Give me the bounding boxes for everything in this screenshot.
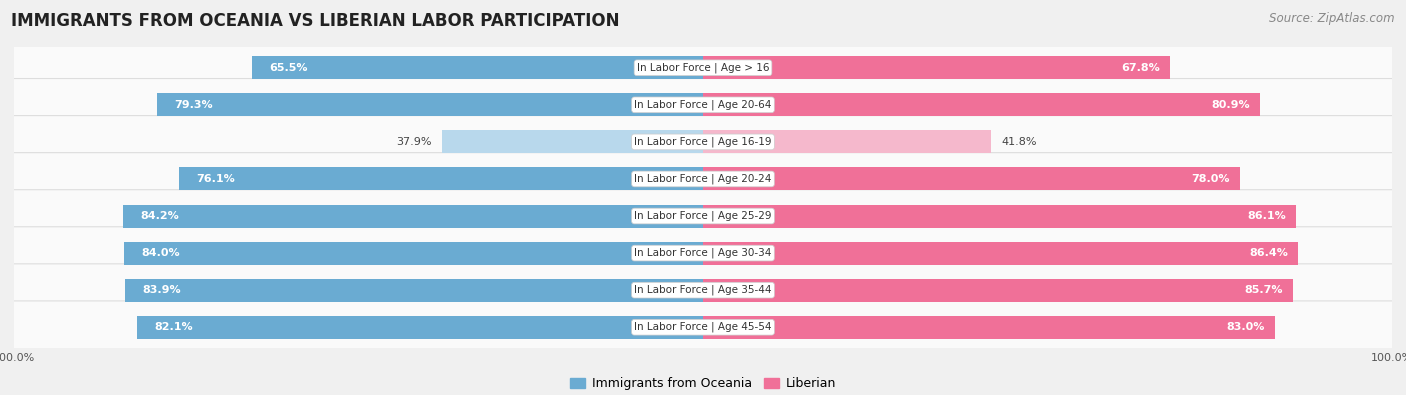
FancyBboxPatch shape xyxy=(8,190,1398,243)
Text: In Labor Force | Age 20-24: In Labor Force | Age 20-24 xyxy=(634,174,772,184)
Text: 85.7%: 85.7% xyxy=(1244,285,1284,295)
FancyBboxPatch shape xyxy=(8,152,1398,205)
FancyBboxPatch shape xyxy=(8,79,1398,131)
Text: 67.8%: 67.8% xyxy=(1121,63,1160,73)
Bar xyxy=(703,167,1240,190)
Text: 37.9%: 37.9% xyxy=(396,137,432,147)
Text: 84.2%: 84.2% xyxy=(141,211,179,221)
Text: 86.1%: 86.1% xyxy=(1247,211,1286,221)
Bar xyxy=(703,242,1298,265)
Text: In Labor Force | Age 25-29: In Labor Force | Age 25-29 xyxy=(634,211,772,221)
FancyBboxPatch shape xyxy=(8,116,1398,168)
Text: In Labor Force | Age > 16: In Labor Force | Age > 16 xyxy=(637,62,769,73)
Text: In Labor Force | Age 45-54: In Labor Force | Age 45-54 xyxy=(634,322,772,333)
Bar xyxy=(703,93,1260,117)
Text: 82.1%: 82.1% xyxy=(155,322,193,332)
Text: IMMIGRANTS FROM OCEANIA VS LIBERIAN LABOR PARTICIPATION: IMMIGRANTS FROM OCEANIA VS LIBERIAN LABO… xyxy=(11,12,620,30)
FancyBboxPatch shape xyxy=(8,264,1398,316)
Text: 83.9%: 83.9% xyxy=(142,285,181,295)
Bar xyxy=(124,242,703,265)
Bar xyxy=(703,56,1170,79)
Bar xyxy=(138,316,703,339)
FancyBboxPatch shape xyxy=(8,301,1398,354)
Text: In Labor Force | Age 35-44: In Labor Force | Age 35-44 xyxy=(634,285,772,295)
Text: In Labor Force | Age 20-64: In Labor Force | Age 20-64 xyxy=(634,100,772,110)
Bar xyxy=(703,205,1296,228)
Text: 78.0%: 78.0% xyxy=(1191,174,1230,184)
Text: 84.0%: 84.0% xyxy=(142,248,180,258)
Text: 41.8%: 41.8% xyxy=(1001,137,1036,147)
Bar xyxy=(441,130,703,153)
Legend: Immigrants from Oceania, Liberian: Immigrants from Oceania, Liberian xyxy=(565,372,841,395)
Bar xyxy=(703,278,1294,302)
Text: 86.4%: 86.4% xyxy=(1249,248,1288,258)
Text: In Labor Force | Age 30-34: In Labor Force | Age 30-34 xyxy=(634,248,772,258)
FancyBboxPatch shape xyxy=(8,227,1398,279)
Bar xyxy=(125,278,703,302)
Text: 76.1%: 76.1% xyxy=(195,174,235,184)
Bar xyxy=(252,56,703,79)
Bar xyxy=(156,93,703,117)
Bar xyxy=(703,316,1275,339)
Text: In Labor Force | Age 16-19: In Labor Force | Age 16-19 xyxy=(634,137,772,147)
Text: 79.3%: 79.3% xyxy=(174,100,212,110)
Text: 83.0%: 83.0% xyxy=(1226,322,1264,332)
Bar xyxy=(122,205,703,228)
Text: 65.5%: 65.5% xyxy=(269,63,308,73)
Text: 80.9%: 80.9% xyxy=(1212,100,1250,110)
Bar xyxy=(703,130,991,153)
Text: Source: ZipAtlas.com: Source: ZipAtlas.com xyxy=(1270,12,1395,25)
FancyBboxPatch shape xyxy=(8,41,1398,94)
Bar xyxy=(179,167,703,190)
